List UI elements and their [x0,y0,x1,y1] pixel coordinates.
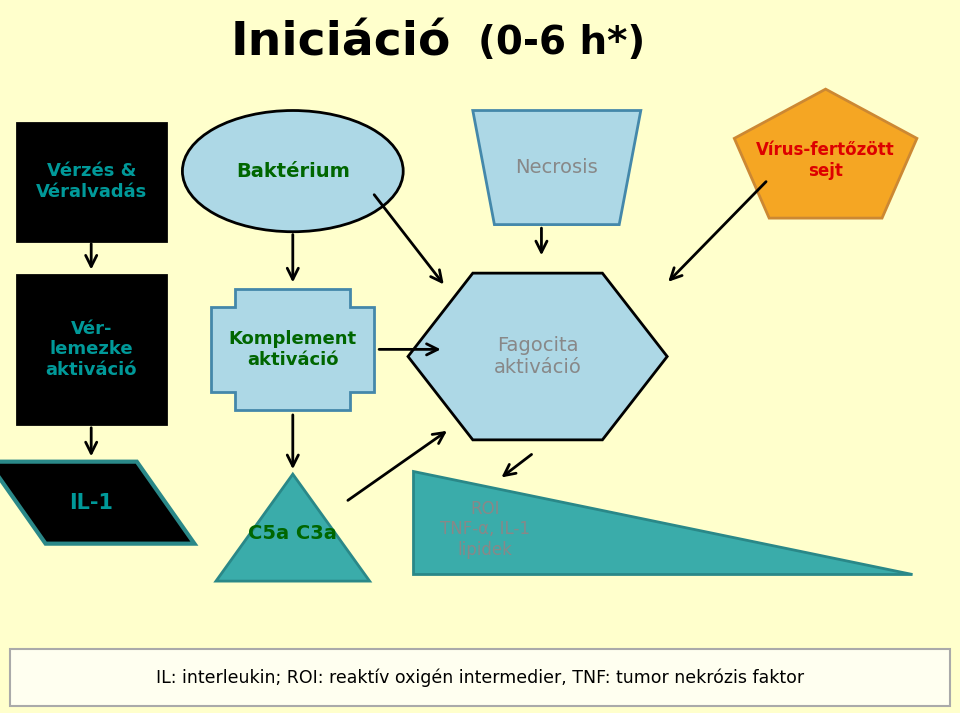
Text: (0-6 h*): (0-6 h*) [451,24,645,62]
Text: IL-1: IL-1 [69,493,113,513]
Polygon shape [211,289,374,410]
Text: Komplement
aktiváció: Komplement aktiváció [228,330,357,369]
Text: Fagocita
aktiváció: Fagocita aktiváció [493,336,582,377]
Polygon shape [472,111,641,225]
Polygon shape [0,462,194,543]
Text: Vírus-fertőzött
sejt: Vírus-fertőzött sejt [756,141,895,180]
Text: Necrosis: Necrosis [516,158,598,177]
FancyBboxPatch shape [17,275,165,424]
Ellipse shape [182,111,403,232]
Text: Vérzés &
Véralvadás: Vérzés & Véralvadás [36,163,147,201]
Text: Vér-
lemezke
aktiváció: Vér- lemezke aktiváció [45,319,137,379]
Polygon shape [734,89,917,218]
Text: Iniciáció: Iniciáció [230,20,451,66]
FancyBboxPatch shape [17,123,165,241]
Text: ROI
TNF-α, IL-1
lipidek: ROI TNF-α, IL-1 lipidek [440,500,530,559]
Text: C5a C3a: C5a C3a [249,524,337,543]
Polygon shape [408,273,667,440]
Text: Baktérium: Baktérium [236,162,349,180]
Text: IL: interleukin; ROI: reaktív oxigén intermedier, TNF: tumor nekrózis faktor: IL: interleukin; ROI: reaktív oxigén int… [156,668,804,687]
Polygon shape [413,471,912,574]
FancyBboxPatch shape [10,649,950,706]
Polygon shape [216,474,370,581]
